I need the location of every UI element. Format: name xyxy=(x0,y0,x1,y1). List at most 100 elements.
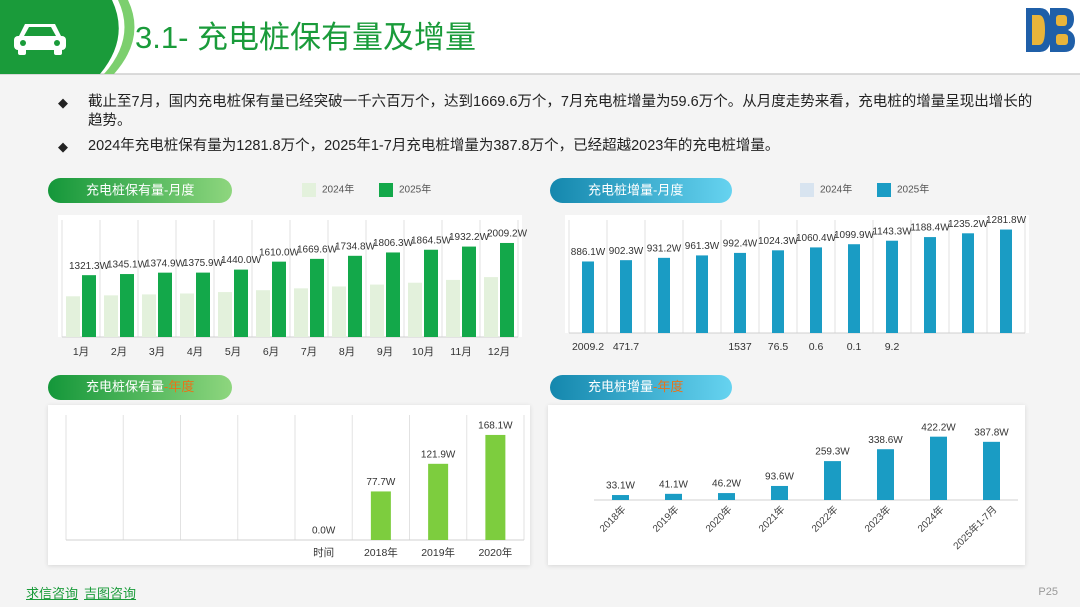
footer-link[interactable]: 吉图咨询 xyxy=(84,586,137,601)
value-label: 1440.0W xyxy=(221,255,262,266)
value-label: 121.9W xyxy=(421,449,456,460)
legend-swatch xyxy=(302,183,316,197)
value-label: 168.1W xyxy=(478,421,513,432)
value-label: 1321.3W xyxy=(69,261,110,272)
bar xyxy=(348,255,362,337)
bar xyxy=(771,485,788,500)
bar xyxy=(294,288,308,337)
legend-swatch xyxy=(800,183,814,197)
bar xyxy=(120,274,134,337)
value-label: 902.3W xyxy=(609,246,644,257)
legend-swatch xyxy=(379,183,393,197)
chart-title-part: 充电桩保有量 xyxy=(86,379,164,394)
x-tick-label: 时间 xyxy=(313,546,334,559)
bar xyxy=(983,441,1000,500)
x-tick-label: 5月 xyxy=(225,346,241,358)
bar xyxy=(82,275,96,337)
bar xyxy=(824,461,841,500)
bar xyxy=(500,242,514,337)
logo xyxy=(1026,8,1075,52)
chart-title-part: -年度 xyxy=(164,379,194,394)
bar xyxy=(582,261,594,333)
chart-title: 充电桩保有量-月度 xyxy=(86,182,194,197)
x-tick-label: 9月 xyxy=(377,346,393,358)
value-label: 1024.3W xyxy=(758,236,799,247)
value-label: 1806.3W xyxy=(373,238,414,249)
legend-label: 2025年 xyxy=(399,183,431,196)
chart-title-part: -年度 xyxy=(653,379,683,394)
value-label: 1281.8W xyxy=(986,215,1027,226)
x-tick-label: 7月 xyxy=(301,346,317,358)
bar xyxy=(272,261,286,337)
x-tick-label: 2月 xyxy=(111,346,127,358)
legend-swatch xyxy=(877,183,891,197)
value-label: 1060.4W xyxy=(796,233,837,244)
chart-title-pill xyxy=(550,178,732,203)
bar xyxy=(256,290,270,337)
bar xyxy=(718,493,735,500)
bar xyxy=(218,292,232,337)
value-label: 1375.9W xyxy=(183,258,224,269)
chart-title-pill xyxy=(550,375,732,400)
bar xyxy=(485,434,506,540)
bar xyxy=(886,240,898,333)
bar xyxy=(810,247,822,333)
value-label: 0.0W xyxy=(312,526,336,537)
x-tick-label: 1537 xyxy=(728,341,752,353)
legend-label: 2025年 xyxy=(897,183,929,196)
page-number: P25 xyxy=(1038,586,1058,598)
bar xyxy=(386,252,400,337)
x-tick-label: 2009.2 xyxy=(572,341,604,353)
bar xyxy=(772,250,784,333)
chart-title: 充电桩保有量-年度 xyxy=(86,379,194,394)
bar xyxy=(612,495,629,500)
value-label: 961.3W xyxy=(685,241,720,252)
chart-title-pill xyxy=(48,375,232,400)
value-label: 338.6W xyxy=(868,435,903,446)
bar xyxy=(142,294,156,337)
x-tick-label: 8月 xyxy=(339,346,355,358)
value-label: 1610.0W xyxy=(259,247,300,258)
bar xyxy=(620,260,632,333)
legend-label: 2024年 xyxy=(322,183,354,196)
x-tick-label: 2020年 xyxy=(478,546,512,559)
value-label: 931.2W xyxy=(647,243,682,254)
slide-title: 3.1- 充电桩保有量及增量 xyxy=(135,20,476,55)
bar xyxy=(665,493,682,500)
x-tick-label: 76.5 xyxy=(768,341,789,353)
bar xyxy=(446,279,460,337)
chart-title-pill xyxy=(48,178,232,203)
bar xyxy=(962,233,974,333)
x-tick-label: 12月 xyxy=(488,346,510,358)
x-tick-label: 6月 xyxy=(263,346,279,358)
bar xyxy=(158,272,172,337)
value-label: 1235.2W xyxy=(948,219,989,230)
car-icon-details xyxy=(20,27,60,46)
x-tick-label: 9.2 xyxy=(885,341,900,353)
bar xyxy=(696,255,708,333)
bullet: 截止至7月，国内充电桩保有量已经突破一千六百万个，达到1669.6万个，7月充电… xyxy=(58,93,1033,131)
chart-title-part: 充电桩增量 xyxy=(588,379,653,394)
value-label: 1099.9W xyxy=(834,230,875,241)
value-label: 1864.5W xyxy=(411,235,452,246)
bar xyxy=(370,284,384,337)
value-label: 33.1W xyxy=(606,481,635,492)
x-tick-label: 10月 xyxy=(412,346,434,358)
value-label: 1374.9W xyxy=(145,258,186,269)
value-label: 46.2W xyxy=(712,479,741,490)
x-tick-label: 3月 xyxy=(149,346,165,358)
footer-link[interactable]: 求信咨询 xyxy=(26,586,79,601)
x-tick-label: 0.1 xyxy=(847,341,862,353)
chart-panel xyxy=(48,405,530,565)
value-label: 93.6W xyxy=(765,472,794,483)
bar xyxy=(428,463,449,540)
bar xyxy=(332,286,346,337)
value-label: 1669.6W xyxy=(297,245,338,256)
chart-title: 充电桩增量-年度 xyxy=(588,379,683,394)
value-label: 1345.1W xyxy=(107,260,148,271)
bar xyxy=(370,491,391,540)
bar xyxy=(848,244,860,333)
bar xyxy=(924,237,936,333)
bar xyxy=(484,277,498,337)
